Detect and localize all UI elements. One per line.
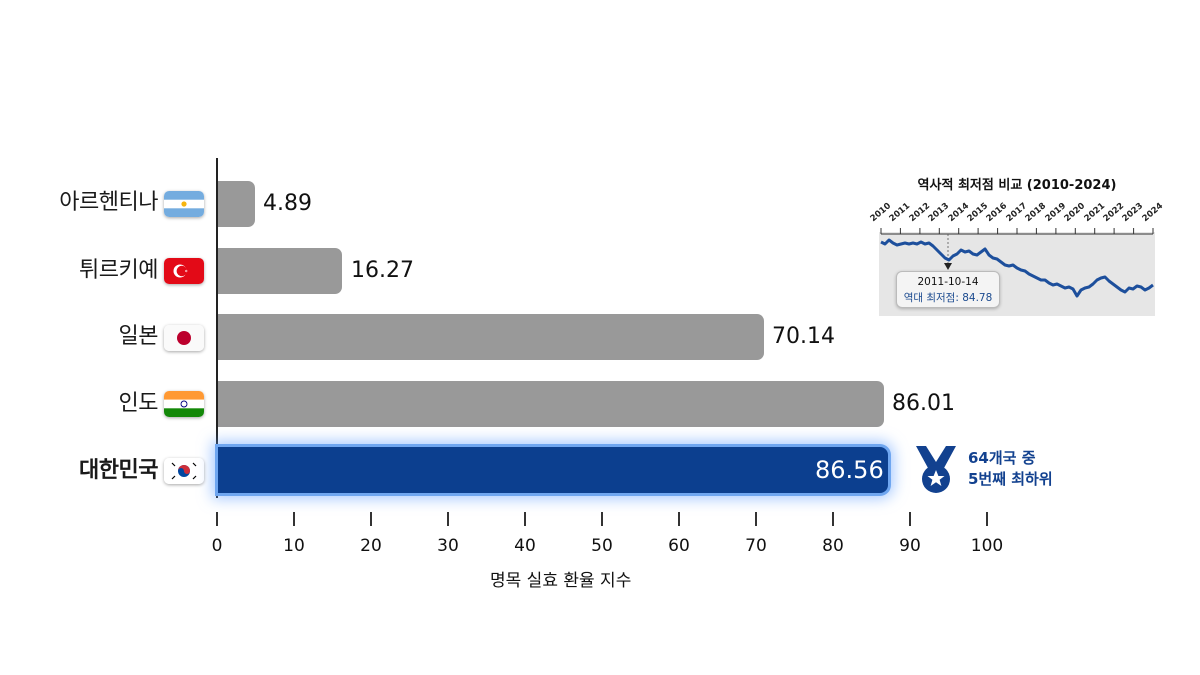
x-tick-label: 90 — [899, 536, 921, 556]
x-tick — [216, 512, 218, 526]
inset-title: 역사적 최저점 비교 (2010-2024) — [917, 178, 1117, 193]
x-tick-label: 40 — [514, 536, 536, 556]
value-label-japan: 70.14 — [772, 324, 835, 349]
category-label-japan: 일본 — [118, 324, 159, 349]
rank-line-1: 64개국 중 — [968, 449, 1036, 467]
medal-icon — [914, 444, 958, 500]
value-label-turkiye: 16.27 — [351, 258, 414, 283]
value-label-india: 86.01 — [892, 391, 955, 416]
x-tick-label: 70 — [745, 536, 767, 556]
bar-india — [218, 381, 884, 427]
category-label-korea: 대한민국 — [79, 458, 158, 483]
category-label-argentina: 아르헨티나 — [59, 190, 158, 215]
callout-value: 역대 최저점: 84.78 — [903, 292, 993, 304]
bar-turkiye — [218, 248, 342, 294]
x-tick-label: 10 — [283, 536, 305, 556]
category-label-turkiye: 튀르키예 — [79, 258, 158, 283]
inset-line-svg — [880, 228, 1154, 298]
japan-flag-icon — [164, 325, 204, 351]
x-tick — [832, 512, 834, 526]
x-tick — [755, 512, 757, 526]
x-tick — [524, 512, 526, 526]
india-flag-icon — [164, 391, 204, 417]
callout-date: 2011-10-14 — [917, 276, 979, 288]
bar-argentina — [218, 181, 255, 227]
x-tick-label: 50 — [591, 536, 613, 556]
historical-low-callout: 2011-10-14 역대 최저점: 84.78 — [896, 271, 1000, 308]
x-tick — [601, 512, 603, 526]
value-label-korea: 86.56 — [815, 456, 884, 484]
x-tick-label: 0 — [211, 536, 223, 556]
rank-annotation: 64개국 중 5번째 최하위 — [968, 448, 1053, 490]
x-tick — [447, 512, 449, 526]
category-label-india: 인도 — [118, 391, 159, 416]
bar-japan — [218, 314, 764, 360]
x-tick — [293, 512, 295, 526]
bar-korea-highlighted — [218, 447, 888, 493]
x-tick — [370, 512, 372, 526]
x-tick-label: 30 — [437, 536, 459, 556]
korea-flag-icon — [164, 458, 204, 484]
x-tick-label: 60 — [668, 536, 690, 556]
x-tick — [678, 512, 680, 526]
x-tick-label: 20 — [360, 536, 382, 556]
argentina-flag-icon — [164, 191, 204, 217]
x-axis-title: 명목 실효 환율 지수 — [490, 571, 632, 591]
x-tick-label: 80 — [822, 536, 844, 556]
y-axis-line — [216, 158, 218, 498]
value-label-argentina: 4.89 — [263, 191, 312, 216]
x-tick — [909, 512, 911, 526]
turkiye-flag-icon — [164, 258, 204, 284]
rank-line-2: 5번째 최하위 — [968, 470, 1053, 488]
x-tick-label: 100 — [970, 536, 1004, 556]
x-tick — [986, 512, 988, 526]
